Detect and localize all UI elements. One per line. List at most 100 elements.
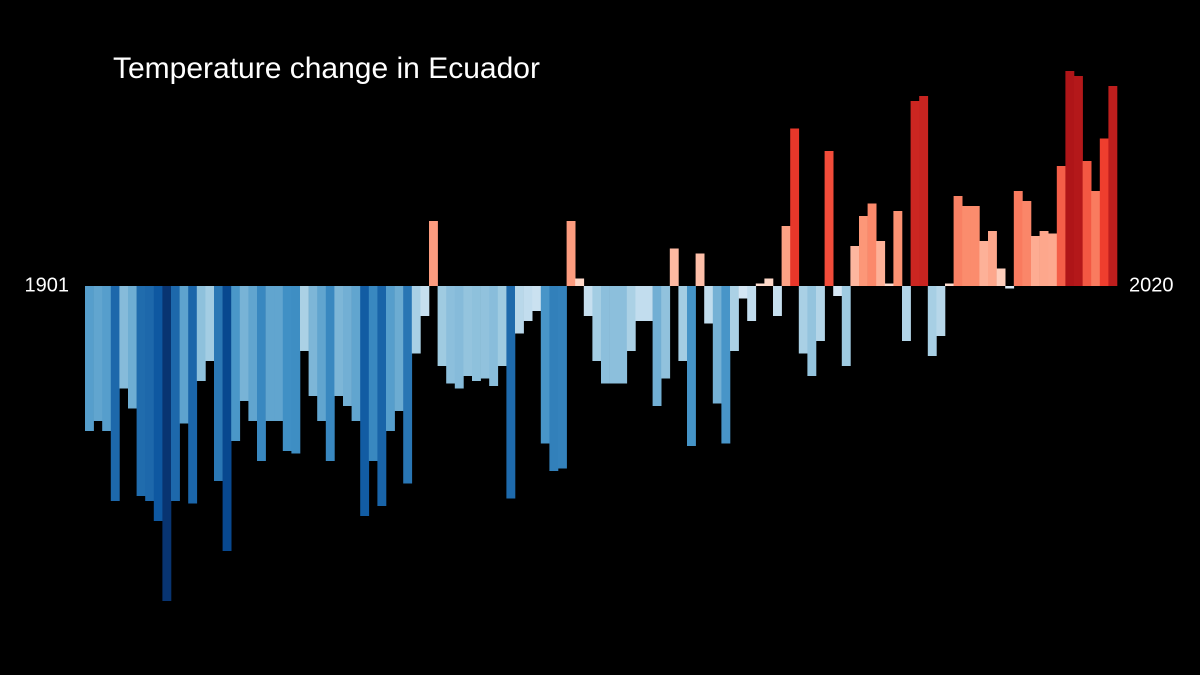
bar: [403, 286, 413, 484]
bar: [652, 286, 662, 406]
bar: [859, 216, 868, 286]
bar: [110, 286, 120, 501]
bar: [454, 286, 464, 389]
bar: [807, 286, 817, 376]
bar: [248, 286, 258, 421]
bar: [231, 286, 241, 441]
bar: [85, 286, 94, 431]
bar: [1022, 201, 1032, 286]
bar: [953, 196, 963, 286]
bar: [773, 286, 782, 316]
bar: [532, 286, 542, 311]
bar: [317, 286, 327, 421]
bar: [429, 221, 438, 286]
bar: [583, 286, 593, 316]
bar: [480, 286, 490, 379]
bar: [695, 253, 705, 286]
bar: [884, 283, 894, 286]
bar: [841, 286, 851, 366]
bar: [171, 286, 180, 501]
bar: [1048, 233, 1058, 286]
bar: [1099, 138, 1109, 286]
bar: [411, 286, 421, 354]
bar: [575, 278, 585, 286]
bar: [265, 286, 275, 421]
bar: [936, 286, 946, 336]
bar: [635, 286, 645, 321]
bar: [601, 286, 610, 384]
bar: [824, 151, 834, 286]
x-tick-label: 2020: [1129, 274, 1174, 296]
bar: [222, 286, 232, 551]
bar: [996, 268, 1006, 286]
bar: [618, 286, 628, 384]
bar: [781, 226, 791, 286]
bar: [566, 221, 576, 286]
bar: [523, 286, 533, 321]
bar: [592, 286, 602, 361]
bar: [463, 286, 473, 376]
bar: [721, 286, 731, 444]
bar: [93, 286, 103, 421]
chart-title: Temperature change in Ecuador: [113, 52, 540, 85]
bar: [334, 286, 344, 396]
bar: [1031, 236, 1040, 286]
bar: [446, 286, 456, 384]
bar: [257, 286, 266, 461]
bar: [764, 278, 774, 286]
bar: [669, 248, 679, 286]
bar: [196, 286, 206, 381]
bar: [179, 286, 189, 424]
bar: [970, 206, 980, 286]
bar: [867, 203, 877, 286]
bar: [420, 286, 430, 316]
bar: [755, 283, 765, 286]
bar: [730, 286, 739, 351]
bar: [902, 286, 911, 341]
bar: [274, 286, 284, 421]
bar: [360, 286, 370, 516]
bar: [162, 286, 172, 601]
bar: [850, 246, 860, 286]
bar: [678, 286, 688, 361]
bar: [1013, 191, 1023, 286]
bar: [214, 286, 223, 481]
bar: [540, 286, 550, 444]
bar: [945, 283, 954, 286]
bar: [790, 128, 800, 286]
bar: [308, 286, 318, 396]
bar: [919, 96, 929, 286]
bar: [988, 231, 997, 286]
bar: [962, 206, 972, 286]
x-tick-label: 1901: [25, 274, 70, 296]
bar: [188, 286, 198, 504]
bar: [472, 286, 481, 381]
bar: [738, 286, 748, 299]
bar: [1108, 86, 1118, 286]
bar: [1065, 71, 1075, 286]
bar: [489, 286, 499, 386]
bar: [798, 286, 808, 354]
bar: [910, 101, 920, 286]
bar: [704, 286, 714, 324]
bar: [644, 286, 653, 321]
bar: [394, 286, 404, 411]
bar: [1091, 191, 1101, 286]
bar: [386, 286, 395, 431]
bar: [609, 286, 619, 384]
bar: [282, 286, 292, 451]
bar: [1056, 166, 1066, 286]
bar: [979, 241, 989, 286]
bar: [205, 286, 215, 361]
bar: [1074, 76, 1083, 286]
bar: [506, 286, 516, 499]
bar: [927, 286, 937, 356]
bar: [136, 286, 146, 496]
bar: [816, 286, 825, 341]
bar: [1005, 286, 1015, 289]
bar: [712, 286, 722, 404]
bar: [153, 286, 163, 521]
bar: [325, 286, 335, 461]
bar: [119, 286, 129, 389]
